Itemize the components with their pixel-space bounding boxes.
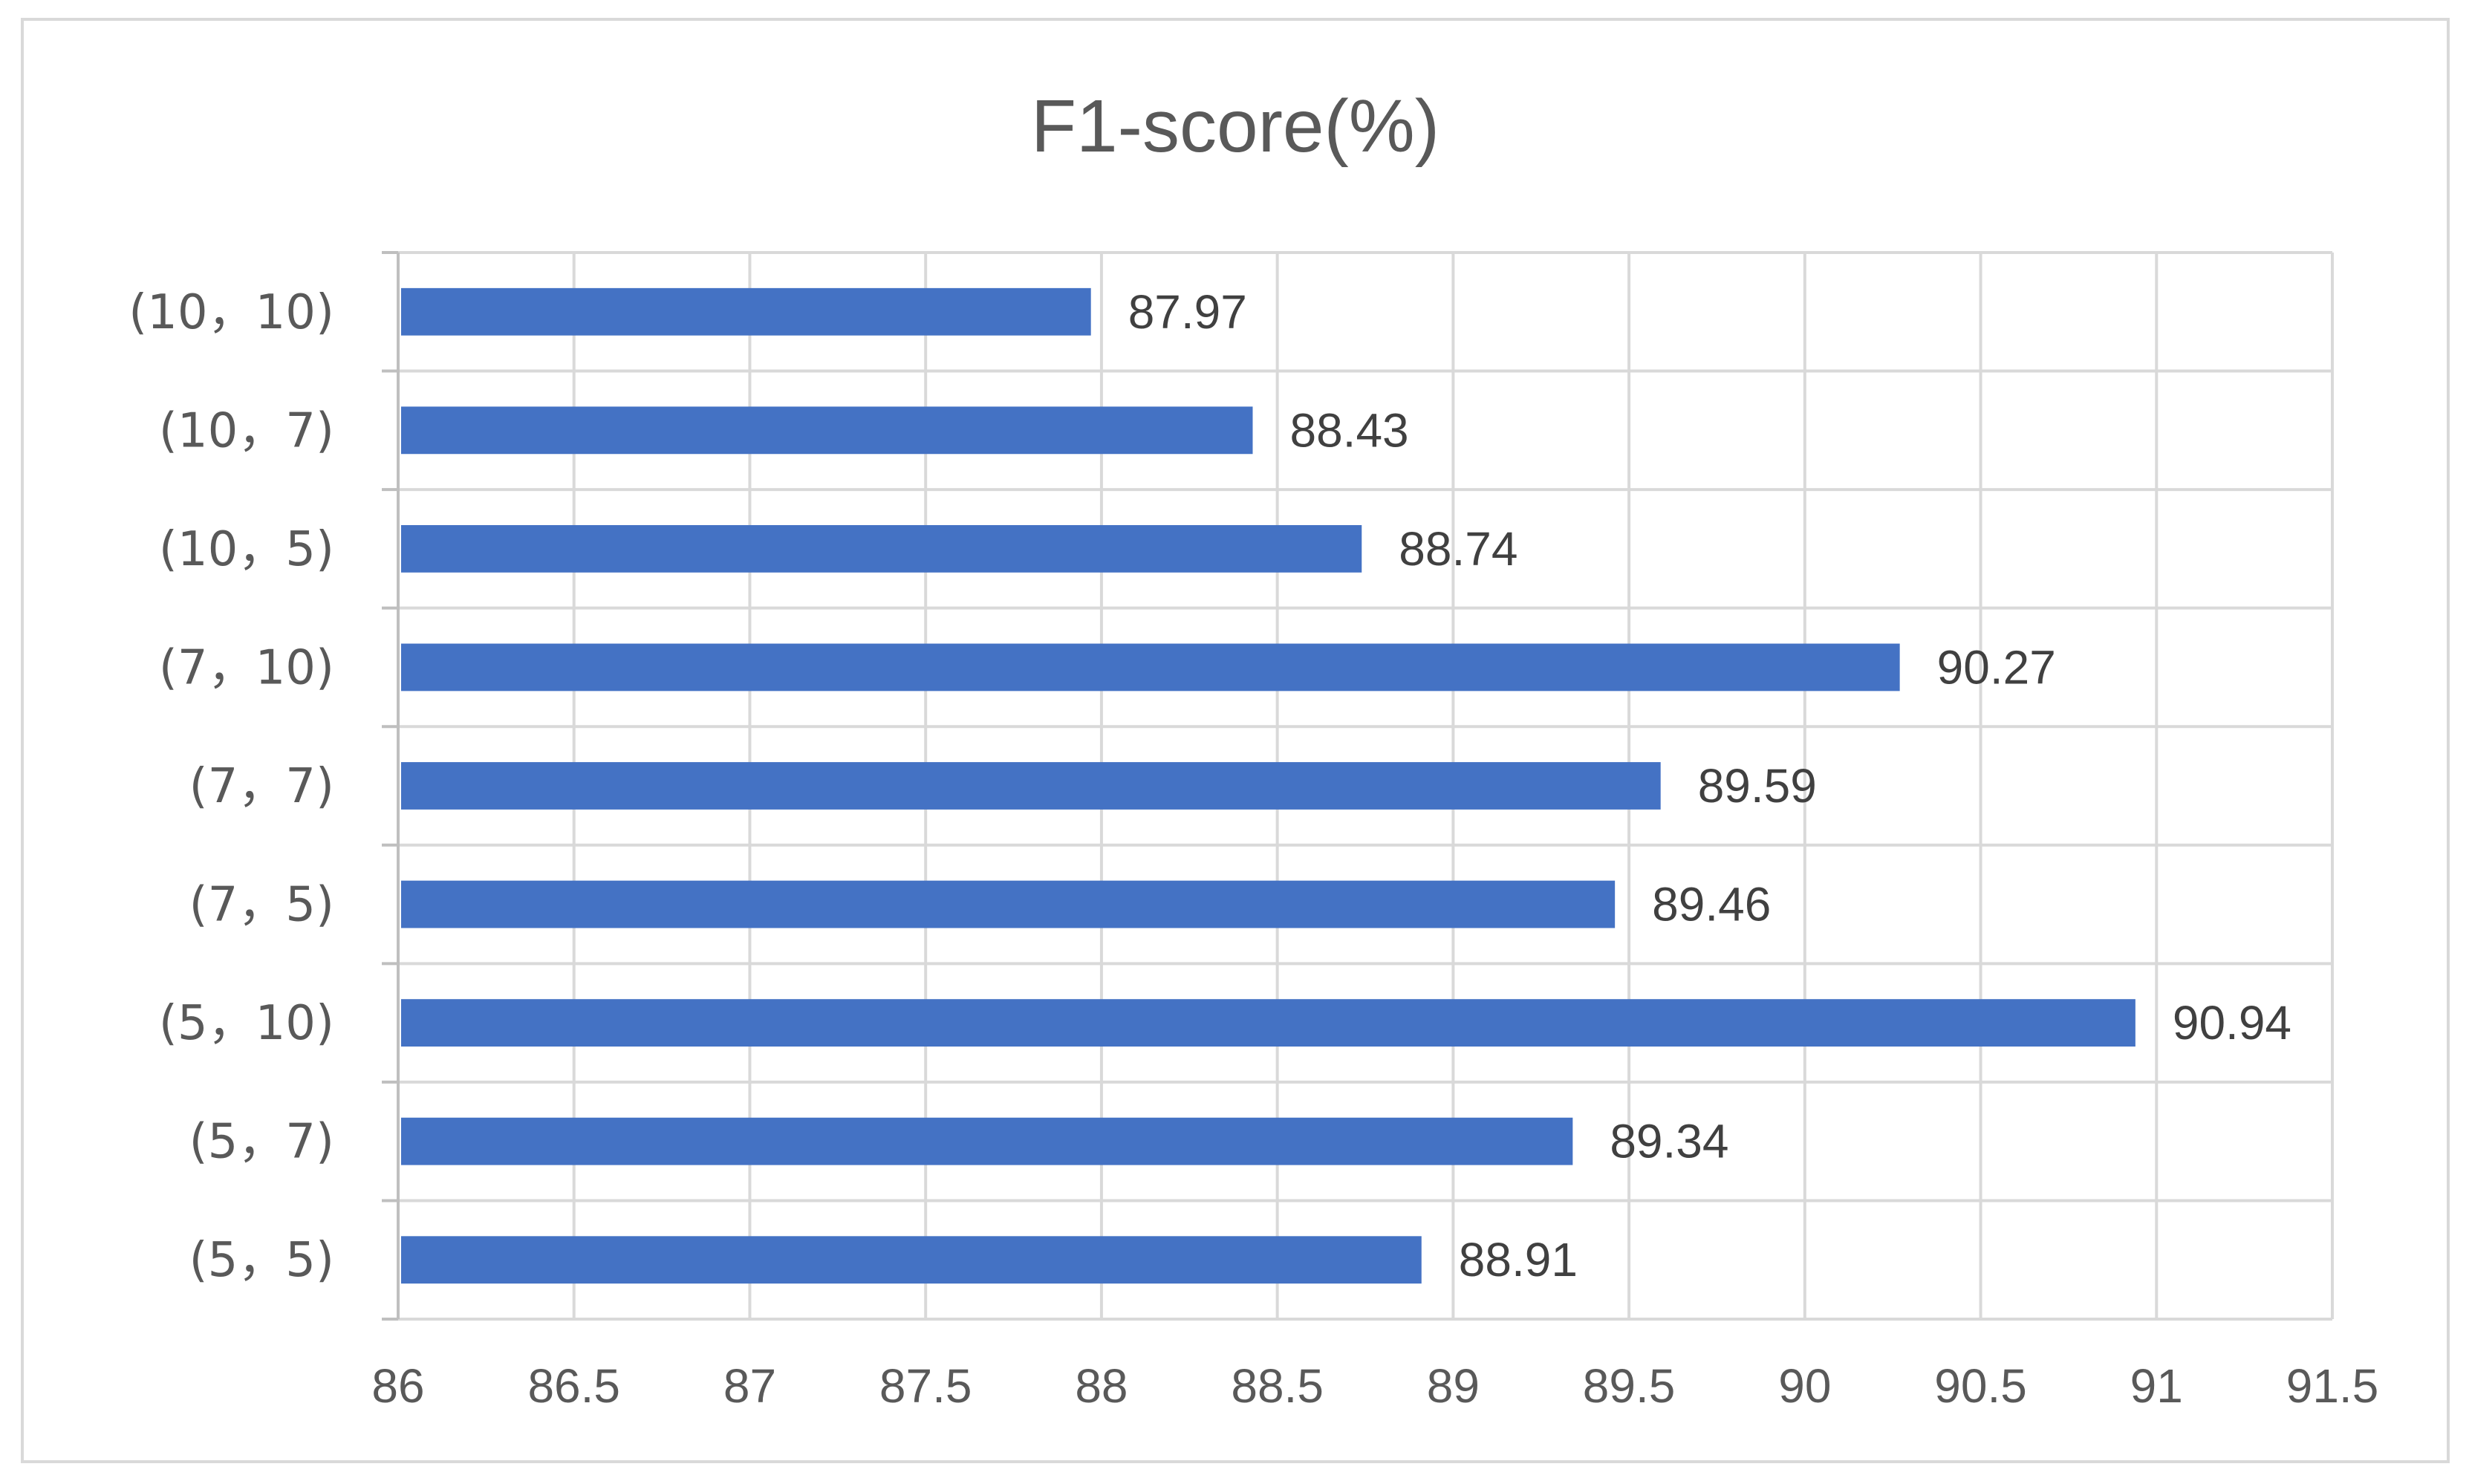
bar <box>401 1117 1573 1165</box>
x-tick-label: 86.5 <box>527 1359 620 1413</box>
bar <box>401 524 1362 573</box>
x-tick-label: 90.5 <box>1934 1359 2027 1413</box>
data-label: 90.94 <box>2173 996 2291 1049</box>
x-tick-label: 88.5 <box>1231 1359 1324 1413</box>
category-label: (5，7) <box>189 1115 334 1170</box>
bar <box>401 406 1253 455</box>
data-label: 90.27 <box>1937 640 2056 694</box>
bar <box>401 1236 1422 1284</box>
data-label: 87.97 <box>1128 285 1247 339</box>
chart-title: F1-score(%) <box>1031 85 1440 168</box>
category-label: (10，10) <box>129 285 334 340</box>
category-label: (7，10) <box>159 640 334 695</box>
data-label: 89.34 <box>1610 1115 1728 1168</box>
category-label: (10，7) <box>159 403 334 458</box>
data-label: 89.46 <box>1652 878 1771 931</box>
x-tick-label: 91 <box>2130 1359 2183 1413</box>
bars <box>401 287 2135 1284</box>
data-label: 88.74 <box>1399 522 1517 576</box>
data-label: 88.43 <box>1289 403 1408 457</box>
category-label: (7，7) <box>189 759 334 814</box>
x-tick-label: 87.5 <box>879 1359 972 1413</box>
data-labels: 87.97 88.43 88.74 90.27 89.59 89.46 90.94 89.34… <box>1128 285 2291 1286</box>
grid-lines <box>398 251 2334 1321</box>
x-tick-label: 86 <box>371 1359 424 1413</box>
bar <box>401 762 1661 810</box>
bar <box>401 880 1616 928</box>
x-tick-label: 88 <box>1075 1359 1128 1413</box>
x-tick-label: 90 <box>1778 1359 1831 1413</box>
category-label: (10，5) <box>159 522 334 577</box>
category-label: (5，10) <box>159 996 334 1051</box>
x-tick-label: 87 <box>723 1359 776 1413</box>
data-label: 88.91 <box>1459 1233 1578 1286</box>
bar <box>401 287 1091 336</box>
x-tick-labels: 86 86.5 87 87.5 88 88.5 89 89.5 90 90.5 91 91.5 <box>371 1359 2378 1413</box>
x-tick-label: 91.5 <box>2286 1359 2379 1413</box>
chart-frame: F1-score(%) (10，10) (10，7) (10，5) (7，10) (7，… <box>21 18 2450 1463</box>
bar <box>401 643 1900 691</box>
axes <box>382 251 400 1321</box>
x-tick-label: 89 <box>1427 1359 1480 1413</box>
x-tick-label: 89.5 <box>1583 1359 1676 1413</box>
category-labels: (10，10) (10，7) (10，5) (7，10) (7，7) (7，5) (5，10… <box>129 285 334 1288</box>
bar <box>401 999 2135 1047</box>
category-label: (7，5) <box>189 878 334 933</box>
bar-chart: F1-score(%) (10，10) (10，7) (10，5) (7，10) (7，… <box>129 85 2378 1413</box>
category-label: (5，5) <box>189 1233 334 1288</box>
data-label: 89.59 <box>1698 759 1817 813</box>
